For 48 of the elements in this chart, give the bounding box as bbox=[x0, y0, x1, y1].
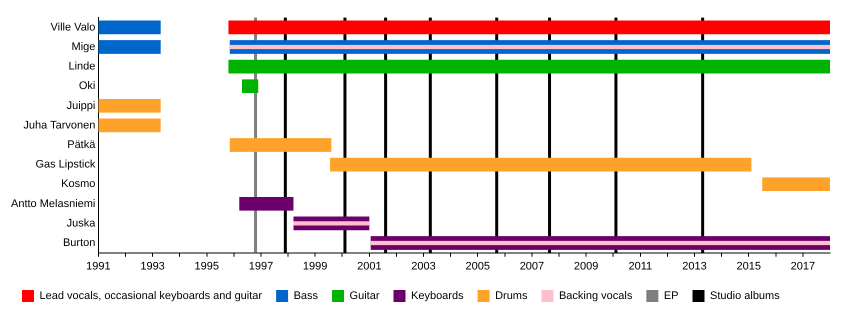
y-tick-label: Gas Lipstick bbox=[35, 158, 96, 171]
x-tick-label: 2015 bbox=[736, 260, 761, 272]
bar bbox=[239, 196, 294, 211]
legend-label: Drums bbox=[495, 290, 528, 302]
x-tick-label: 2017 bbox=[790, 260, 816, 272]
y-tick-label: Oki bbox=[78, 80, 96, 92]
x-tick-label: 1999 bbox=[302, 260, 328, 272]
y-tick-label: Antto Melasniemi bbox=[10, 198, 96, 210]
legend-label: Backing vocals bbox=[558, 290, 633, 302]
bar bbox=[230, 44, 830, 50]
y-tick-label: Juska bbox=[66, 217, 96, 230]
bar bbox=[230, 138, 332, 152]
x-tick-label: 2009 bbox=[574, 260, 598, 272]
x-tick-label: 2007 bbox=[520, 260, 544, 272]
y-tick-label: Juippi bbox=[66, 100, 96, 112]
bar bbox=[98, 20, 161, 34]
bar bbox=[98, 40, 161, 54]
y-tick-label: Burton bbox=[62, 237, 96, 250]
bar bbox=[242, 79, 258, 94]
legend-label: Keyboards bbox=[410, 290, 464, 302]
x-tick-label: 1997 bbox=[248, 260, 274, 272]
x-tick-label: 2003 bbox=[411, 260, 436, 272]
bar bbox=[762, 177, 830, 192]
bar bbox=[228, 20, 830, 34]
y-tick-label: Pätkä bbox=[67, 139, 96, 152]
x-tick-label: 2013 bbox=[682, 260, 707, 272]
y-tick-label: Kosmo bbox=[61, 178, 96, 190]
x-tick-label: 1991 bbox=[86, 260, 111, 272]
y-tick-label: Ville Valo bbox=[50, 21, 96, 34]
legend-label: Guitar bbox=[350, 290, 380, 302]
bar bbox=[330, 158, 752, 172]
x-tick-label: 1993 bbox=[140, 260, 165, 272]
x-tick-label: 2005 bbox=[465, 260, 490, 272]
x-tick-label: 2001 bbox=[357, 260, 382, 272]
bar bbox=[98, 118, 161, 132]
bar bbox=[293, 221, 370, 226]
x-tick-label: 1995 bbox=[194, 260, 219, 272]
legend-label: Studio albums bbox=[710, 290, 780, 302]
y-tick-label: Juha Tarvonen bbox=[23, 119, 96, 132]
legend-label: Lead vocals, occasional keyboards and guitar bbox=[40, 290, 262, 302]
x-tick-label: 2011 bbox=[628, 260, 652, 272]
bar bbox=[228, 60, 830, 74]
legend-label: Bass bbox=[294, 290, 319, 302]
y-tick-label: Linde bbox=[68, 60, 96, 73]
bar bbox=[98, 98, 161, 113]
legend-label: EP bbox=[664, 290, 679, 302]
y-tick-label: Mige bbox=[72, 41, 96, 54]
bar bbox=[370, 240, 830, 246]
